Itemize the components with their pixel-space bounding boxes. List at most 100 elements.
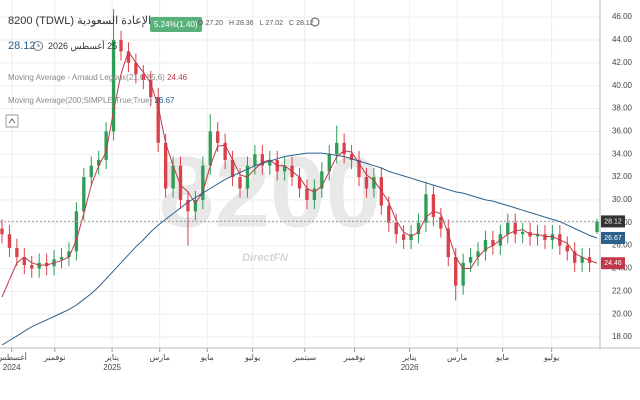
ohlc-key: H [228,20,235,27]
candle-body [327,154,331,172]
price-tag [601,231,625,244]
candle-body [454,257,458,286]
candle-body [387,205,391,223]
x-tick-label: مارس [150,353,170,362]
candle-body [223,142,227,160]
candle-body [483,239,488,252]
candle-body [535,234,540,237]
candle-body [342,142,346,155]
candle-body [357,159,361,178]
price-tag [601,257,625,270]
candle-body [163,142,168,189]
x-tick-label: يناير [402,353,417,362]
candle-body [97,159,101,166]
candle-body [424,194,428,223]
candle-body [15,247,19,258]
y-tick-label: 18.00 [612,332,633,341]
candle-body [461,262,465,286]
candle-body [491,239,495,246]
candle-body [30,265,34,269]
price-tag-label: 28.12 [604,218,622,225]
candle-body [141,74,145,80]
candle-body [297,177,302,189]
candle-body [156,97,160,143]
ohlc-value: 27.20 [205,20,223,27]
candle-body [587,257,592,263]
x-tick-label: أغسطس [0,351,27,362]
candle-body [67,251,71,258]
candle-body [119,39,123,52]
candle-body [0,228,4,235]
x-year-label: 2025 [103,363,121,372]
candle-body [193,199,198,212]
legend-value: 26.67 [154,96,175,105]
candle-body [305,188,309,200]
x-tick-label: يناير [104,353,119,362]
candle-body [201,165,205,200]
price-tag [601,215,625,228]
candle-body [171,165,175,189]
candle-body [230,159,235,178]
company-name: الإعادة السعودية [77,15,152,27]
candle-body [543,234,547,240]
candle-body [416,222,421,235]
candle-body [565,245,569,252]
x-tick-label: مايو [495,353,509,362]
candle-body [580,257,584,263]
candle-body [186,199,190,212]
last-date: 25 أغسطس 2026 [48,41,118,51]
candle-body [349,154,354,160]
candle-body [520,231,525,235]
candle-body [506,222,510,235]
candle-body [260,154,265,166]
x-year-label: 2026 [401,363,419,372]
candle-body [468,257,473,263]
last-price: 28.12 [8,40,36,52]
candle-body [268,159,272,166]
x-tick-label: نوفمبر [343,353,366,362]
candle-body [216,131,220,143]
candle-body [282,165,287,172]
candle-body [208,131,212,166]
candle-body [89,165,93,178]
ma-line [1,50,598,298]
candle-body [476,251,480,258]
y-tick-label: 44.00 [612,35,633,44]
legend-value: 24.46 [167,73,188,82]
candle-body [573,251,577,263]
y-tick-label: 46.00 [612,12,633,21]
x-tick-label: يوليو [244,353,260,362]
ohlc-key: C [289,20,295,27]
ohlc: O 27.20 H 28.36 L 27.02 C 28.12 [198,20,320,27]
candle-body [238,177,242,189]
x-tick-label: يوليو [543,353,559,362]
ohlc-key: O [198,20,204,27]
y-tick-label: 38.00 [612,104,633,113]
y-tick-label: 22.00 [612,286,633,295]
candle-body [22,257,26,266]
legend-name: Moving Average(200;SIMPLE;True;True) [8,96,153,105]
x-tick-label: مايو [200,353,214,362]
candle-body [364,177,369,189]
y-tick-label: 30.00 [612,195,633,204]
candle-body [82,177,86,212]
candle-body [37,262,41,269]
candle-body [513,222,517,235]
y-tick-label: 20.00 [612,309,633,318]
candle-body [59,257,64,260]
candle-body [595,221,599,232]
y-tick-label: 26.00 [612,241,633,250]
y-tick-label: 40.00 [612,81,633,90]
x-tick-label: مارس [447,353,467,362]
candle-body [111,39,116,132]
candle-body [320,171,324,189]
candle-body [134,62,138,75]
legend-ma200: Moving Average(200;SIMPLE;True;True) 26.… [8,96,174,105]
y-tick-label: 42.00 [612,58,633,67]
price-tag-label: 24.46 [604,260,622,267]
candle-body [126,51,131,63]
candle-body [401,234,406,240]
candle-body [372,177,376,189]
brand: DirectFN [242,252,289,264]
